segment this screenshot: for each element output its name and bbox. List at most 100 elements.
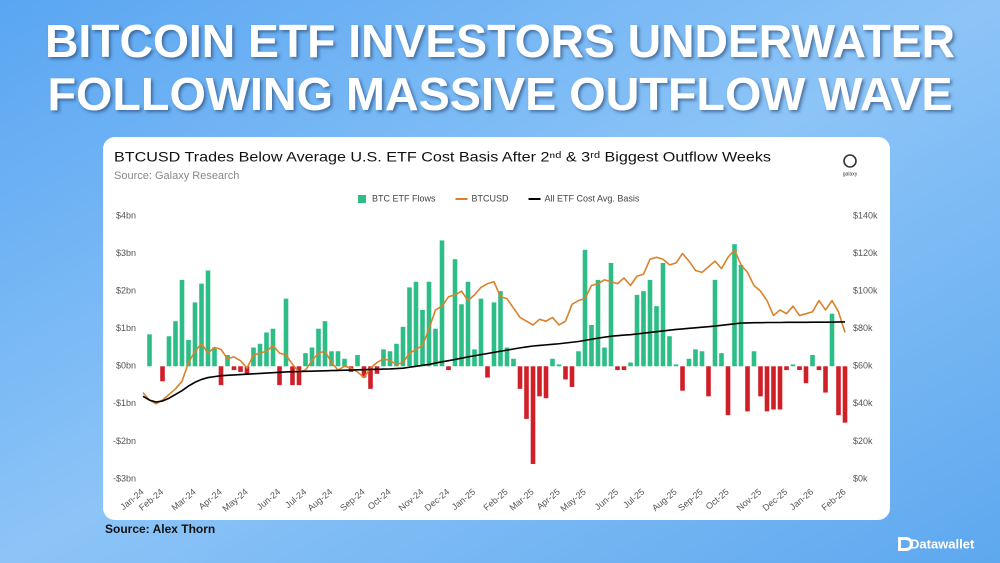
flow-bar [413, 281, 419, 367]
flow-bar [342, 358, 347, 367]
flow-bar [283, 298, 289, 367]
y-tick-label: $3bn [116, 248, 136, 258]
flow-bar [355, 355, 360, 367]
flow-bar [543, 366, 549, 399]
flow-bar [816, 366, 822, 371]
y2-tick-label: $40k [853, 398, 873, 408]
legend-label: BTCUSD [472, 193, 510, 203]
logo-icon [843, 154, 857, 168]
flow-bar [530, 366, 536, 464]
flow-bar [582, 249, 588, 367]
flow-bar [433, 328, 438, 367]
y-tick-label: $0bn [116, 361, 136, 371]
flow-bar [244, 366, 250, 374]
flow-bar [764, 366, 770, 412]
logo-text: galaxy [843, 171, 858, 177]
flow-bar [400, 326, 406, 367]
y-tick-label: $1bn [116, 323, 136, 333]
flow-bar [608, 262, 614, 367]
legend-label: BTC ETF Flows [372, 193, 436, 203]
flow-bar [426, 281, 432, 367]
flow-bar [615, 366, 620, 371]
y2-tick-label: $100k [853, 286, 878, 296]
flow-bar [238, 366, 243, 372]
chart-subtitle: Source: Galaxy Research [114, 170, 239, 182]
flow-bar [472, 349, 477, 367]
flow-bar [407, 287, 412, 367]
flow-bar [537, 366, 542, 397]
flow-bar [829, 313, 835, 367]
legend: BTC ETF Flows BTCUSD All ETF Cost Avg. Bas… [358, 193, 640, 203]
flow-bar [212, 347, 217, 367]
legend-swatch [358, 195, 366, 203]
flow-bar [290, 366, 295, 386]
flow-bar [719, 353, 724, 367]
flow-bar [595, 279, 601, 367]
flow-bar [277, 366, 282, 386]
flow-bar [335, 351, 341, 367]
flow-bar [563, 366, 568, 380]
flow-bar [329, 351, 334, 367]
flow-bar [842, 366, 848, 423]
flow-bar [446, 366, 451, 371]
flow-bar [420, 309, 425, 367]
flow-bar [251, 347, 256, 367]
flow-bar [387, 351, 393, 367]
flow-bar [322, 321, 328, 367]
flow-bar [257, 343, 263, 367]
flow-bar [790, 364, 796, 367]
flow-bar [803, 366, 809, 384]
flow-bar [712, 279, 718, 367]
flow-bar [673, 364, 679, 367]
flow-bar [524, 366, 529, 419]
flow-bar [732, 244, 737, 367]
card [103, 137, 890, 520]
y2-tick-label: $60k [853, 361, 873, 371]
flow-bar [264, 332, 269, 367]
flow-bar [823, 366, 828, 393]
y2-tick-label: $20k [853, 436, 873, 446]
y-tick-label: $4bn [116, 210, 136, 220]
flow-bar [452, 259, 458, 367]
flow-bar [647, 279, 653, 367]
flow-bar [784, 366, 789, 371]
flow-bar [517, 366, 523, 389]
flow-bar [589, 324, 594, 367]
flow-bar [348, 366, 354, 372]
flow-bar [797, 366, 802, 371]
flow-bar [160, 366, 165, 382]
flow-bar [777, 366, 783, 410]
y-tick-label: -$3bn [113, 473, 136, 483]
flow-bar [751, 351, 757, 367]
flow-bar [166, 336, 172, 367]
y2-tick-label: $140k [853, 210, 878, 220]
flow-bar [771, 366, 776, 410]
flow-bar [641, 291, 646, 367]
flow-bar [550, 358, 555, 367]
brand-icon [898, 537, 913, 551]
flow-bar [231, 366, 237, 371]
flow-bar [491, 302, 497, 367]
flow-bar [634, 294, 640, 367]
flow-bar [602, 347, 607, 367]
flow-bar [485, 366, 490, 378]
flow-bar [465, 281, 471, 367]
flow-bar [556, 364, 562, 367]
flow-bar [381, 349, 386, 367]
flow-bar [394, 343, 399, 367]
flow-bar [368, 366, 373, 389]
flow-bar [654, 306, 659, 367]
flow-bar [810, 355, 815, 367]
flow-bar [186, 339, 191, 367]
flow-bar [745, 366, 750, 412]
flow-bar [478, 298, 484, 367]
y-tick-label: -$2bn [113, 436, 136, 446]
flow-bar [836, 366, 841, 416]
flow-bar [361, 366, 367, 378]
flow-bar [576, 351, 581, 367]
series-line [142, 249, 846, 405]
flow-bar [498, 291, 503, 367]
flow-bar [270, 328, 276, 367]
